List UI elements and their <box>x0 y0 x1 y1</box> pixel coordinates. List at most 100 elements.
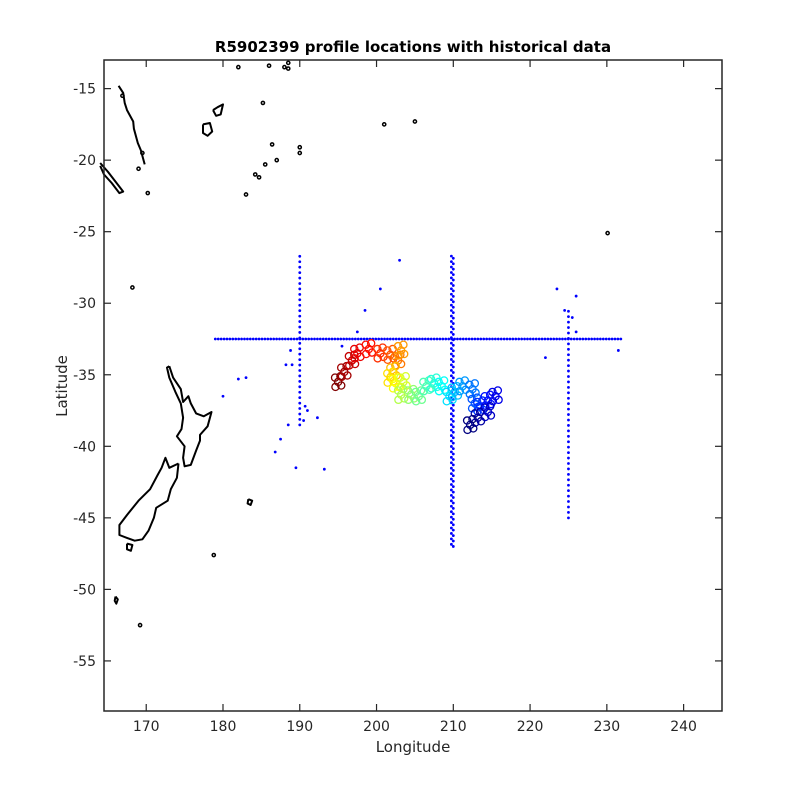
historical-point <box>254 337 258 341</box>
historical-point <box>449 347 453 350</box>
historical-point <box>248 337 252 341</box>
island-mark <box>381 122 387 127</box>
island-mark <box>266 63 272 69</box>
historical-point <box>517 337 521 341</box>
profile-location <box>442 396 452 406</box>
historical-point <box>451 539 455 543</box>
island-mark <box>285 66 291 71</box>
historical-point <box>449 477 453 481</box>
historical-point <box>567 494 570 498</box>
profile-location <box>350 359 360 369</box>
historical-point <box>278 337 281 341</box>
profile-location <box>396 373 405 382</box>
x-axis-label: Longitude <box>376 738 451 756</box>
historical-point <box>307 337 311 341</box>
coastline-layer <box>99 60 610 628</box>
historical-point <box>567 511 570 514</box>
historical-point <box>397 337 401 341</box>
historical-point <box>567 407 570 411</box>
historical-point <box>456 337 459 341</box>
historical-point <box>449 450 453 454</box>
historical-point <box>400 337 404 341</box>
historical-point <box>449 412 453 416</box>
historical-point <box>398 258 401 262</box>
profile-location <box>452 381 462 391</box>
historical-point <box>322 467 326 471</box>
historical-point <box>409 337 413 341</box>
historical-point <box>403 337 407 341</box>
historical-point <box>333 337 337 341</box>
y-tick-label: -25 <box>73 225 96 241</box>
coastline <box>166 365 213 468</box>
historical-point <box>260 337 264 341</box>
historical-point <box>298 325 302 329</box>
historical-point <box>298 287 302 291</box>
island-mark <box>260 100 266 106</box>
profile-location <box>336 363 346 372</box>
historical-point <box>298 331 302 334</box>
profile-location <box>470 379 480 388</box>
historical-point <box>540 337 544 341</box>
historical-point <box>587 337 591 341</box>
historical-point <box>451 294 455 298</box>
historical-point <box>298 292 302 296</box>
historical-point <box>231 337 235 341</box>
profile-location <box>493 386 503 395</box>
historical-point <box>310 337 313 341</box>
historical-point <box>449 542 453 546</box>
profile-location <box>453 391 463 400</box>
historical-point <box>449 368 453 372</box>
historical-point <box>616 337 620 341</box>
historical-point <box>449 379 453 383</box>
historical-point <box>451 267 455 271</box>
historical-point <box>236 377 240 381</box>
island-mark <box>145 190 151 196</box>
historical-point <box>304 337 308 341</box>
historical-point <box>362 337 366 341</box>
historical-point <box>281 337 284 341</box>
historical-point <box>451 278 455 282</box>
historical-point <box>449 406 453 410</box>
historical-point <box>555 337 559 341</box>
historical-point <box>534 337 538 341</box>
x-tick-label: 210 <box>440 719 467 735</box>
coastline <box>246 498 254 506</box>
historical-point <box>537 337 541 341</box>
historical-point <box>567 385 570 389</box>
island-mark <box>297 150 303 156</box>
island-mark <box>235 64 241 70</box>
historical-point <box>451 338 455 342</box>
profile-location <box>393 386 403 395</box>
historical-point <box>289 337 293 341</box>
profile-location <box>403 386 413 395</box>
profile-location <box>469 424 478 433</box>
historical-point <box>342 337 346 341</box>
historical-point <box>298 271 302 275</box>
historical-point <box>461 337 465 341</box>
historical-point <box>246 337 249 341</box>
island-mark <box>140 150 145 156</box>
historical-point <box>567 462 570 465</box>
profile-location <box>432 382 442 392</box>
historical-point <box>449 439 453 443</box>
historical-point <box>449 537 453 541</box>
historical-point <box>451 311 455 315</box>
axes-frame <box>103 59 723 712</box>
historical-point <box>567 353 570 357</box>
historical-point <box>243 337 246 341</box>
x-tick-label: 220 <box>517 719 544 735</box>
historical-point <box>451 349 455 353</box>
historical-point <box>449 352 453 356</box>
historical-point <box>303 404 307 408</box>
historical-point <box>590 337 594 341</box>
profile-location <box>488 387 497 397</box>
historical-point <box>451 528 455 532</box>
island-mark <box>211 552 217 558</box>
historical-point <box>451 425 455 429</box>
historical-point <box>607 337 611 341</box>
profile-location <box>455 386 465 396</box>
historical-point <box>283 337 287 341</box>
profile-location <box>480 391 490 401</box>
historical-point <box>286 337 290 341</box>
